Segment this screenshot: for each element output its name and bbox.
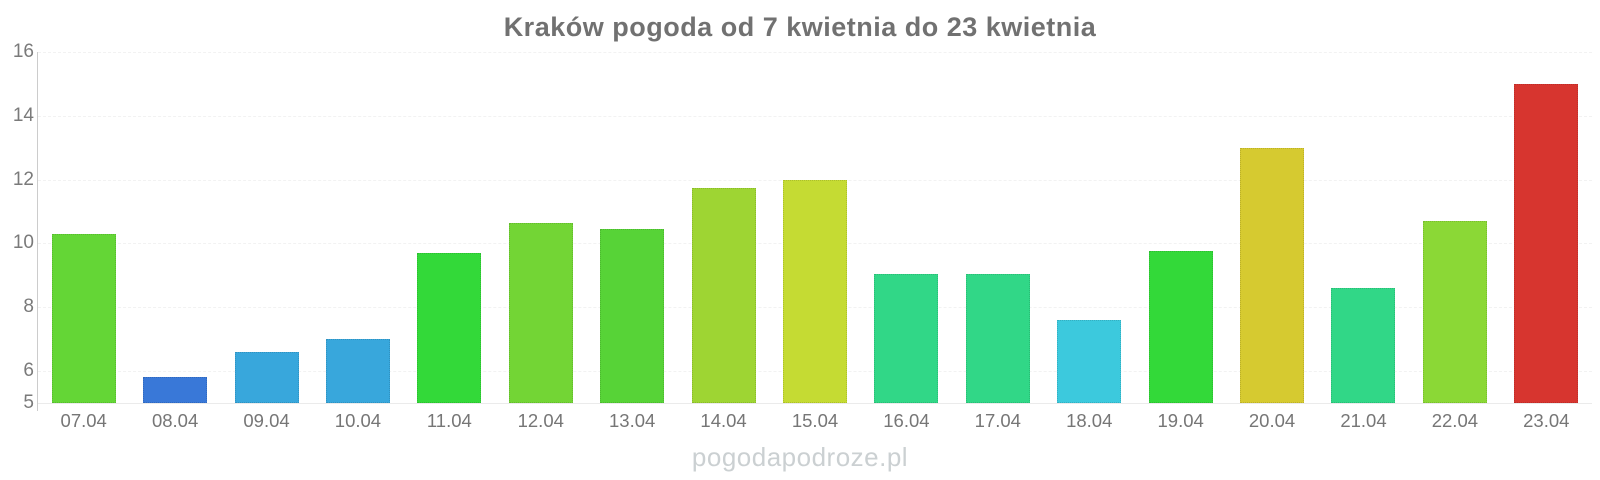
y-tick-label-5: 5 (23, 392, 34, 413)
chart-bar-10.04[interactable] (325, 339, 390, 403)
chart-bar-09.04[interactable] (234, 351, 299, 403)
y-gridline-16 (38, 52, 1592, 53)
x-tick-label-15.04: 15.04 (791, 410, 839, 431)
chart-bar-11.04[interactable] (417, 253, 482, 403)
y-tick-label-8: 8 (23, 296, 34, 318)
x-tick-label-10.04: 10.04 (334, 410, 382, 431)
x-tick-label-16.04: 16.04 (883, 410, 930, 431)
chart-bar-23.04[interactable] (1514, 83, 1579, 403)
x-tick-label-20.04: 20.04 (1248, 410, 1296, 431)
x-tick-label-14.04: 14.04 (700, 410, 747, 431)
y-tick-label-12: 12 (12, 168, 34, 190)
y-tick-label-16: 16 (12, 41, 34, 62)
x-tick-label-19.04: 19.04 (1157, 410, 1204, 431)
y-tick-label-6: 6 (23, 360, 34, 382)
chart-bar-15.04[interactable] (783, 179, 847, 403)
x-tick-label-11.04: 11.04 (426, 410, 472, 431)
x-tick-label-13.04: 13.04 (609, 410, 656, 431)
chart-bar-22.04[interactable] (1422, 221, 1487, 403)
chart-bar-16.04[interactable] (874, 273, 939, 403)
x-tick-label-08.04: 08.04 (151, 410, 199, 431)
chart-bar-07.04[interactable] (51, 233, 116, 403)
chart-bar-18.04[interactable] (1057, 320, 1122, 403)
chart-bar-08.04[interactable] (143, 377, 208, 403)
x-tick-label-09.04: 09.04 (243, 410, 290, 431)
chart-bar-19.04[interactable] (1148, 251, 1213, 403)
x-tick-label-17.04: 17.04 (974, 410, 1021, 431)
chart-bar-17.04[interactable] (965, 273, 1030, 403)
chart-bar-13.04[interactable] (600, 229, 665, 403)
y-tick-label-10: 10 (12, 232, 34, 254)
x-tick-label-12.04: 12.04 (517, 410, 564, 431)
chart-bar-14.04[interactable] (691, 187, 756, 403)
chart-bar-21.04[interactable] (1331, 288, 1396, 403)
x-axis-baseline (38, 403, 1592, 404)
y-gridline-14 (38, 115, 1592, 117)
x-tick-label-21.04: 21.04 (1340, 410, 1387, 431)
x-tick-label-07.04: 07.04 (60, 410, 107, 431)
x-tick-label-18.04: 18.04 (1066, 410, 1113, 431)
chart-bar-20.04[interactable] (1240, 147, 1305, 403)
y-axis-line (37, 52, 38, 411)
chart-bar-12.04[interactable] (508, 222, 573, 403)
x-tick-label-22.04: 22.04 (1431, 410, 1479, 431)
watermark: pogodapodroze.pl (691, 442, 909, 472)
chart-title: Kraków pogoda od 7 kwietnia do 23 kwietn… (503, 12, 1097, 42)
x-tick-label-23.04: 23.04 (1523, 410, 1570, 431)
y-tick-label-14: 14 (12, 104, 34, 126)
